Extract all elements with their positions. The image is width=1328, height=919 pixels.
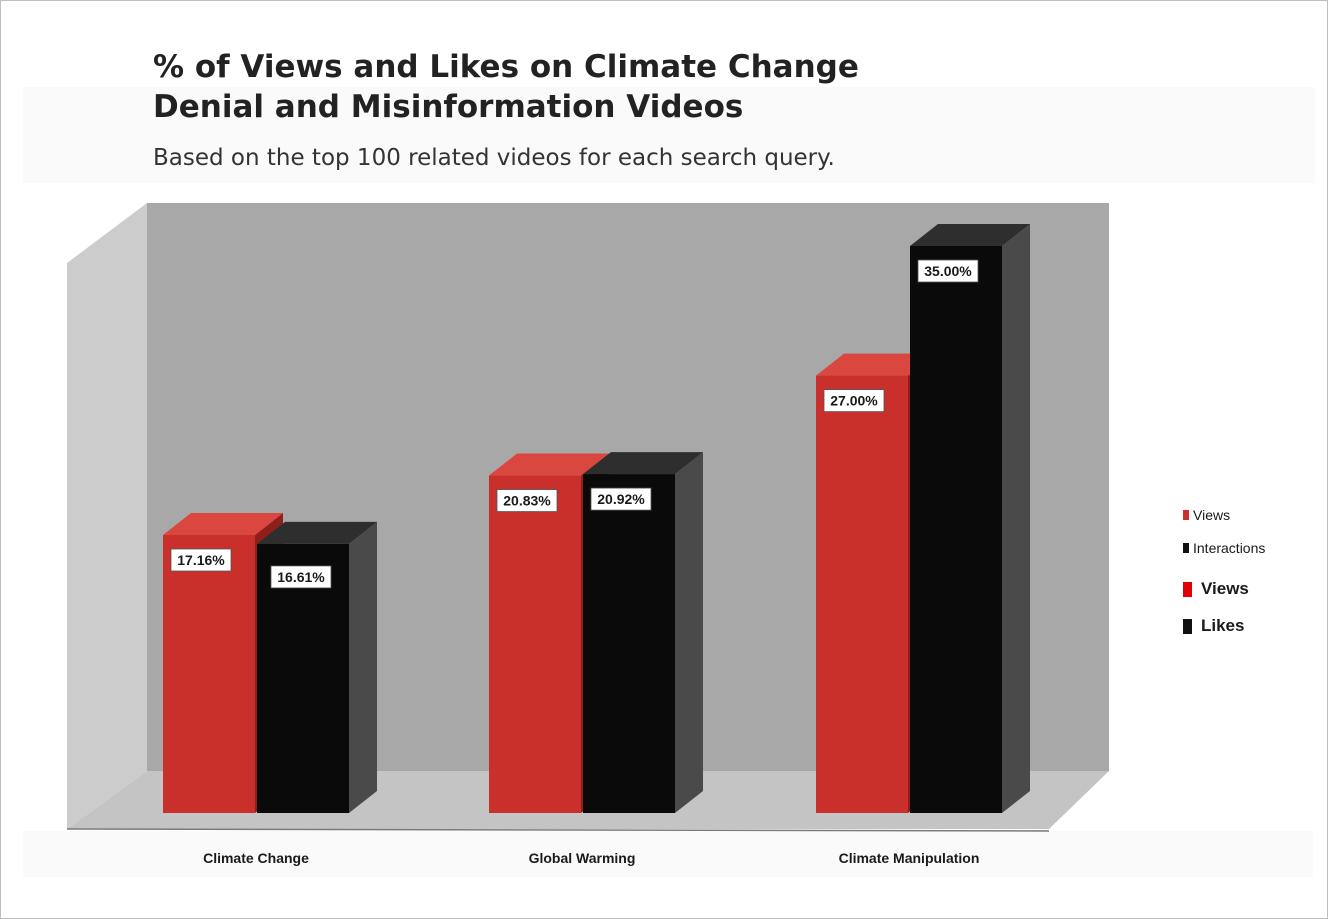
header-background xyxy=(23,87,1315,183)
legend-item-interactions: Interactions xyxy=(1183,540,1265,556)
legend-item-views: Views xyxy=(1183,507,1230,523)
data-label: 27.00% xyxy=(830,393,878,409)
legend-swatch-interactions xyxy=(1183,543,1189,553)
legend-swatch-likes xyxy=(1183,618,1192,634)
bar-interactions xyxy=(583,474,675,813)
bar-side-interactions xyxy=(1002,224,1030,813)
chart-category-labels: Climate Change Global Warming Climate Mani… xyxy=(203,850,979,866)
bar-top-interactions xyxy=(910,224,1030,246)
chart-data-labels: 17.16% 16.61% 20.83% 20.92% 27.00% 35.00% xyxy=(170,259,979,589)
chart-title-line-1: % of Views and Likes on Climate Change xyxy=(153,49,859,85)
bar-interactions xyxy=(257,543,349,813)
data-label: 17.16% xyxy=(177,552,225,568)
x-tick-label: Global Warming xyxy=(529,850,636,866)
legend-label: Likes xyxy=(1201,616,1245,635)
legend-label: Views xyxy=(1201,579,1249,598)
bar-side-interactions xyxy=(349,521,377,813)
data-label: 20.83% xyxy=(503,493,551,509)
x-tick-label: Climate Change xyxy=(203,850,309,866)
data-label: 20.92% xyxy=(597,491,645,507)
bar-side-interactions xyxy=(675,452,703,813)
data-label-box xyxy=(917,259,979,283)
bar-views xyxy=(816,375,908,813)
legend-item-likes: Likes xyxy=(1183,616,1244,636)
x-tick-label: Climate Manipulation xyxy=(839,850,980,866)
data-label: 16.61% xyxy=(277,569,325,585)
data-label-box xyxy=(170,548,232,572)
data-label: 35.00% xyxy=(924,263,972,279)
data-label-box xyxy=(823,389,885,413)
chart-title: % of Views and Likes on Climate Change D… xyxy=(153,47,1053,127)
bar-top-views xyxy=(163,513,283,536)
legend: Views Interactions Views Likes xyxy=(1169,493,1314,637)
bar-views xyxy=(163,535,255,813)
chart-baseline xyxy=(66,828,1050,832)
bar-views xyxy=(489,475,581,813)
legend-item-views-bold: Views xyxy=(1183,579,1249,599)
legend-label: Views xyxy=(1193,507,1231,523)
data-label-box xyxy=(496,489,558,512)
bar-top-interactions xyxy=(583,452,703,475)
bar-interactions xyxy=(910,246,1002,813)
data-label-box xyxy=(270,565,332,589)
bar-top-views xyxy=(816,353,936,376)
bar-top-views xyxy=(489,453,609,476)
data-label-box xyxy=(590,487,652,511)
legend-label: Interactions xyxy=(1193,540,1266,556)
chart-subtitle: Based on the top 100 related videos for … xyxy=(153,145,835,171)
bar-top-interactions xyxy=(257,521,377,544)
chart-side-wall xyxy=(67,203,147,829)
chart-title-line-2: Denial and Misinformation Videos xyxy=(153,89,744,125)
chart-bars xyxy=(163,224,1030,813)
legend-swatch-views xyxy=(1183,510,1189,520)
axis-label-background xyxy=(23,831,1313,877)
legend-swatch-views-bold xyxy=(1183,581,1192,597)
